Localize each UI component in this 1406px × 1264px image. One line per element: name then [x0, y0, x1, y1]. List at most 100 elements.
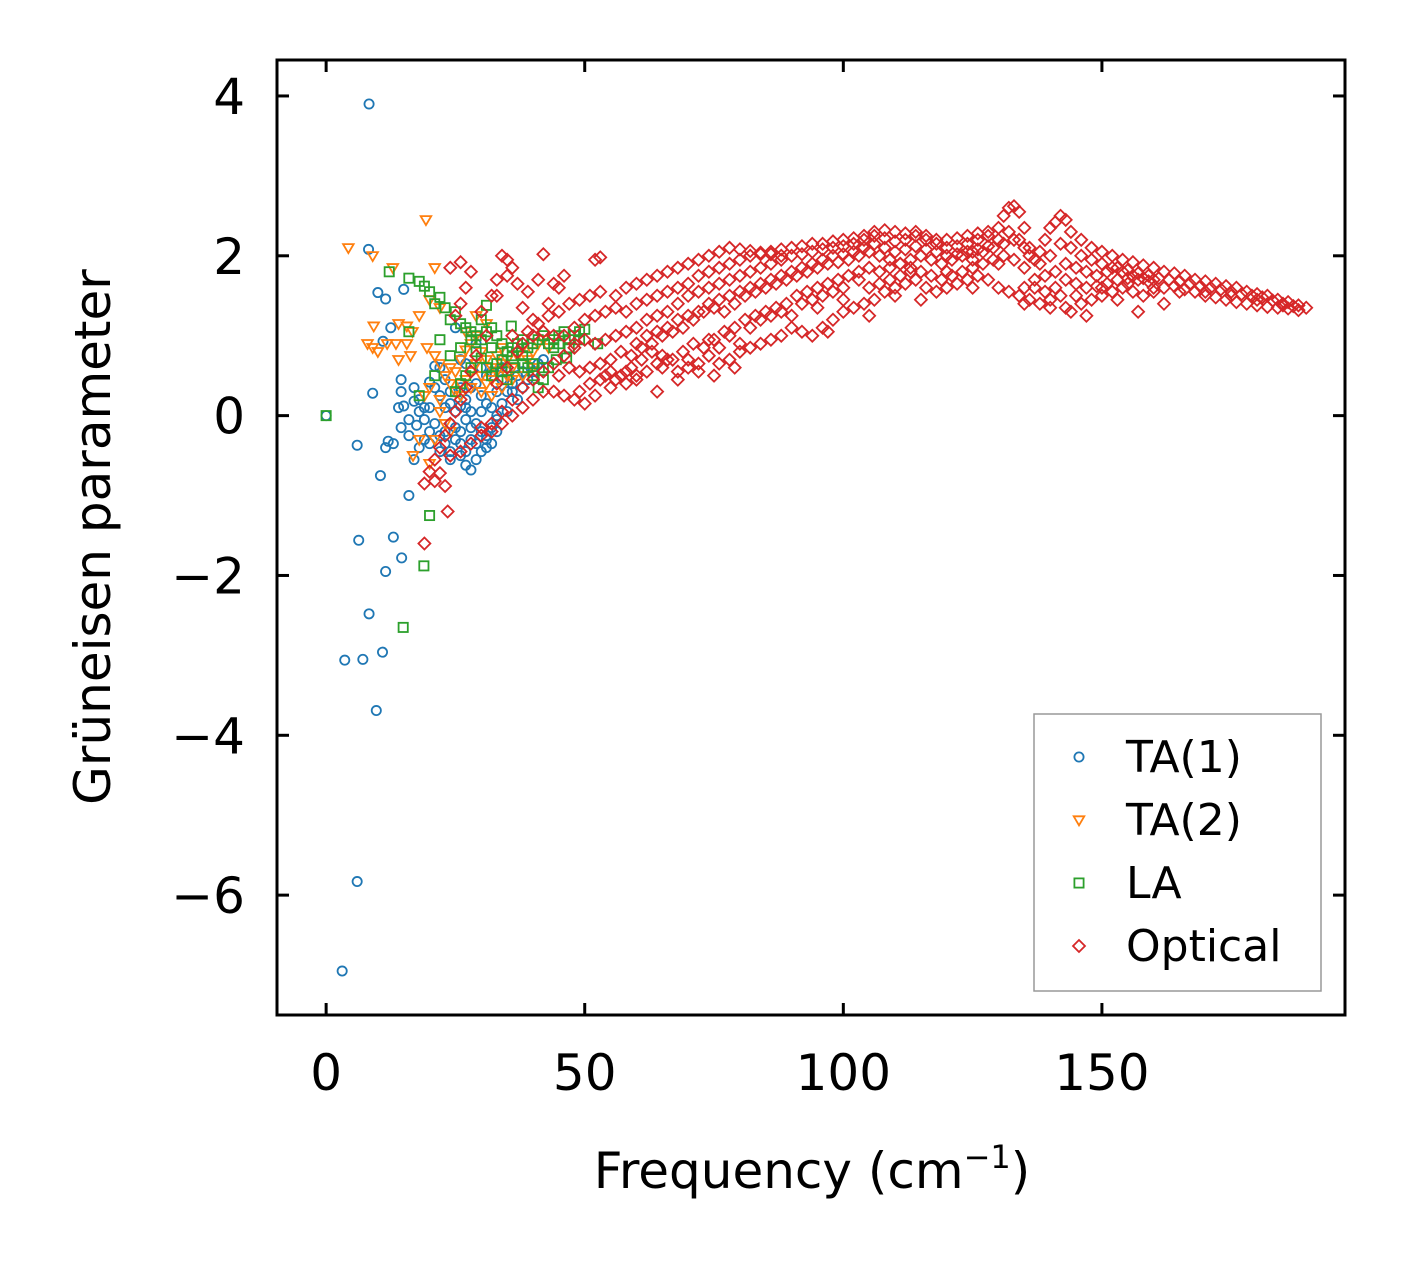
data-point — [1275, 296, 1291, 311]
data-point — [836, 304, 851, 319]
data-point — [732, 252, 748, 268]
data-point — [918, 228, 934, 244]
data-point — [391, 319, 406, 331]
legend-entry: TA(1) — [1073, 732, 1242, 783]
x-tick-label: 150 — [1054, 1044, 1149, 1102]
legend-label: TA(1) — [1125, 732, 1242, 783]
data-point — [763, 332, 779, 347]
data-point — [1172, 274, 1187, 289]
data-point — [660, 264, 675, 280]
data-point — [836, 292, 851, 308]
data-point — [629, 372, 644, 387]
data-point — [418, 402, 430, 414]
data-point — [510, 344, 525, 359]
data-point — [774, 268, 789, 284]
data-point — [489, 288, 505, 304]
data-point — [965, 260, 980, 276]
data-point — [608, 328, 624, 343]
data-point — [691, 356, 706, 371]
data-point — [784, 308, 799, 323]
data-point — [618, 280, 634, 296]
data-point — [965, 252, 980, 268]
data-point — [970, 232, 986, 248]
data-point — [351, 876, 363, 888]
data-point — [389, 339, 403, 351]
data-point — [536, 364, 551, 379]
data-point — [980, 238, 996, 254]
data-point — [722, 288, 737, 304]
data-point — [475, 406, 487, 418]
data-point — [453, 254, 468, 270]
data-point — [701, 296, 717, 311]
data-point — [443, 363, 458, 375]
data-point — [1073, 232, 1089, 248]
data-point — [587, 252, 603, 268]
data-point — [577, 332, 592, 347]
data-point — [856, 240, 872, 256]
data-point — [665, 352, 680, 367]
data-point — [701, 332, 717, 347]
series-optical — [417, 198, 1314, 551]
legend-entry: TA(2) — [1072, 795, 1242, 846]
data-point — [903, 260, 918, 276]
data-point — [433, 407, 447, 419]
data-point — [965, 244, 980, 260]
data-point — [794, 260, 810, 276]
data-point — [463, 264, 479, 280]
data-point — [387, 531, 399, 543]
data-point — [437, 428, 453, 443]
data-point — [732, 344, 748, 359]
data-point — [396, 552, 408, 564]
data-point — [706, 368, 722, 383]
data-point — [929, 244, 944, 260]
data-point — [1084, 252, 1099, 268]
legend-label: TA(2) — [1125, 795, 1242, 846]
data-point — [577, 396, 592, 411]
data-point — [618, 364, 634, 379]
data-point — [1182, 276, 1198, 292]
data-point — [763, 256, 779, 272]
data-point — [587, 388, 603, 403]
legend-marker — [1071, 938, 1087, 954]
data-point — [432, 440, 448, 455]
data-point — [551, 304, 567, 319]
data-point — [474, 304, 489, 319]
data-point — [923, 268, 939, 284]
data-point — [1115, 264, 1130, 280]
data-point — [372, 287, 384, 299]
data-point — [510, 276, 525, 292]
data-point — [491, 426, 503, 438]
data-point — [443, 448, 458, 463]
data-point — [551, 280, 567, 296]
data-point — [742, 264, 758, 280]
data-point — [877, 240, 892, 256]
data-point — [439, 302, 451, 314]
data-point — [1042, 292, 1058, 308]
data-point — [1084, 292, 1099, 308]
data-point — [1032, 296, 1048, 311]
data-point — [1213, 282, 1229, 297]
data-point — [908, 238, 923, 254]
data-point — [437, 478, 453, 494]
data-point — [991, 232, 1006, 248]
data-point — [424, 286, 436, 298]
data-point — [1198, 284, 1213, 300]
data-point — [753, 336, 768, 351]
data-point — [429, 370, 441, 382]
data-point — [815, 252, 830, 268]
data-point — [670, 260, 686, 276]
data-point — [403, 490, 415, 502]
data-point — [366, 321, 381, 334]
data-point — [680, 308, 696, 323]
data-point — [763, 246, 779, 262]
data-point — [670, 296, 686, 311]
data-point — [517, 382, 529, 394]
data-point — [515, 380, 530, 395]
data-point — [1234, 286, 1249, 302]
data-point — [403, 351, 418, 363]
data-point — [377, 335, 389, 347]
data-point — [592, 250, 608, 265]
data-point — [613, 344, 629, 359]
data-point — [380, 565, 392, 577]
